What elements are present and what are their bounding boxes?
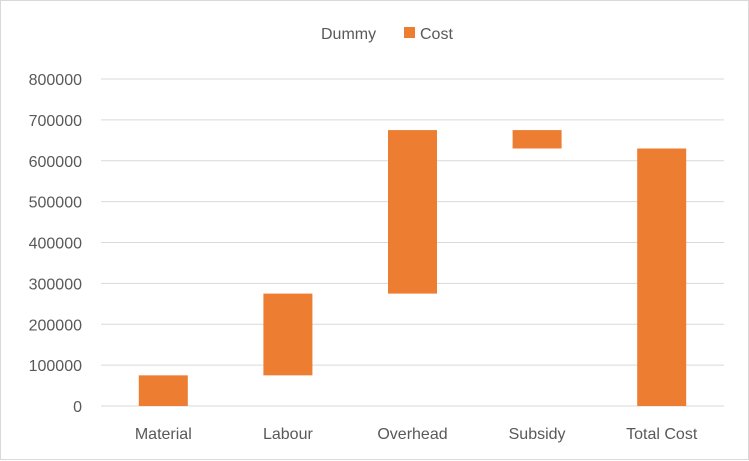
legend[interactable]: Dummy Cost [321,26,453,43]
legend-label-dummy: Dummy [321,26,376,43]
bar-cost [388,130,437,294]
x-category-label: Material [135,426,192,443]
bars [138,130,687,407]
bar-cost [637,148,687,407]
y-tick-label: 800000 [29,72,82,89]
y-tick-label: 100000 [29,358,82,375]
y-tick-label: 400000 [29,236,82,253]
x-axis-category-labels: Material Labour Overhead Subsidy Total Cost [135,426,698,443]
x-category-label: Overhead [377,426,447,443]
y-tick-label: 600000 [29,154,82,171]
bar-cost [512,130,562,149]
bar-cost [263,293,313,376]
x-category-label: Subsidy [509,426,566,443]
bar-cost [138,375,188,406]
y-tick-label: 700000 [29,113,82,130]
y-tick-label: 500000 [29,195,82,212]
x-category-label: Total Cost [626,426,698,443]
y-tick-label: 200000 [29,317,82,334]
y-tick-label: 300000 [29,276,82,293]
legend-swatch-cost [404,27,415,38]
x-category-label: Labour [263,426,313,443]
y-axis-tick-labels: 0 100000 200000 300000 400000 500000 600000 700… [29,72,82,416]
legend-label-cost: Cost [420,26,453,43]
y-tick-label: 0 [73,399,82,416]
